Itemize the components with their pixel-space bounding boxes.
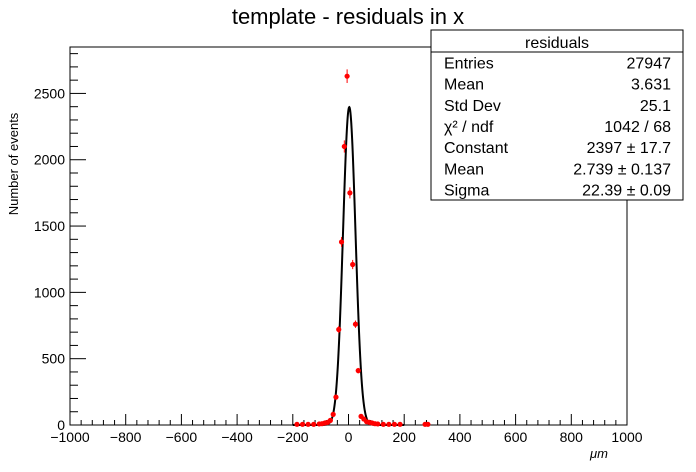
data-point — [338, 237, 345, 247]
marker — [333, 394, 339, 400]
data-point — [330, 411, 336, 417]
y-tick-label: 2000 — [34, 152, 65, 168]
stats-box-title: residuals — [525, 35, 589, 52]
stats-row-value: 2397 ± 17.7 — [587, 140, 672, 157]
data-point — [341, 140, 347, 153]
data-point — [397, 421, 403, 427]
marker — [305, 421, 311, 427]
stats-row-value: 25.1 — [640, 98, 671, 115]
data-point — [347, 187, 353, 199]
stats-row-label: Entries — [444, 56, 494, 73]
chart-title: template - residuals in x — [232, 4, 464, 29]
stats-row-value: 27947 — [627, 56, 672, 73]
data-point — [380, 421, 386, 427]
marker — [375, 421, 381, 427]
data-point — [425, 421, 431, 427]
data-point — [327, 417, 333, 423]
stats-row-value: 3.631 — [631, 77, 671, 94]
marker — [352, 321, 359, 327]
x-tick-label: −1000 — [50, 429, 90, 445]
data-point — [336, 325, 342, 334]
marker — [299, 421, 306, 427]
y-tick-label: 1500 — [34, 218, 65, 234]
marker — [330, 411, 336, 417]
fit-curve — [292, 105, 405, 426]
y-tick-label: 1000 — [34, 284, 65, 300]
data-point — [350, 259, 356, 270]
data-point — [355, 367, 361, 374]
data-points-layer — [294, 69, 431, 427]
y-tick-label: 500 — [42, 351, 66, 367]
x-tick-label: −400 — [221, 429, 253, 445]
stats-box-frame — [430, 29, 684, 201]
marker — [386, 421, 392, 427]
data-point — [311, 421, 317, 427]
x-axis-label: μm — [589, 446, 608, 461]
stats-row-label: Mean — [444, 77, 484, 94]
stats-row-label: Mean — [444, 161, 484, 178]
y-axis-label: Number of events — [6, 112, 21, 215]
stats-row-label: Std Dev — [444, 98, 501, 115]
x-tick-label: 400 — [448, 429, 472, 445]
x-tick-label: 1000 — [611, 429, 642, 445]
stats-box: residuals Entries 27947 Mean 3.631 Std Dev 25.… — [430, 29, 684, 201]
stats-row-label: χ² / ndf — [444, 119, 494, 136]
y-tick-label: 2500 — [34, 85, 65, 101]
axes: −1000 −800 −600 −400 −200 0 200 400 600 800 1000 0 5… — [34, 53, 643, 445]
marker — [327, 417, 333, 423]
stats-row-label: Sigma — [444, 182, 489, 199]
x-tick-label: 0 — [345, 429, 353, 445]
marker — [341, 143, 347, 150]
data-point — [333, 394, 339, 400]
stats-row-value: 1042 / 68 — [604, 119, 671, 136]
x-tick-label: −600 — [166, 429, 198, 445]
marker — [350, 261, 356, 268]
x-tick-label: 800 — [560, 429, 584, 445]
fit-curve-layer — [292, 105, 405, 426]
x-tick-label: −200 — [277, 429, 309, 445]
data-point — [391, 421, 398, 427]
data-point — [386, 421, 392, 427]
y-tick-label: 0 — [57, 417, 65, 433]
marker — [355, 368, 361, 374]
x-tick-label: 200 — [393, 429, 417, 445]
marker — [344, 73, 350, 79]
marker — [397, 421, 403, 427]
x-tick-label: 600 — [504, 429, 528, 445]
marker — [311, 421, 317, 427]
marker — [338, 239, 345, 245]
data-point — [375, 421, 381, 427]
data-point — [294, 421, 300, 427]
data-point — [344, 69, 350, 83]
marker — [391, 421, 398, 427]
x-tick-label: −800 — [110, 429, 142, 445]
stats-row-value: 22.39 ± 0.09 — [582, 182, 671, 199]
marker — [336, 326, 342, 333]
stats-row-value: 2.739 ± 0.137 — [573, 161, 671, 178]
data-point — [352, 320, 359, 328]
data-point — [305, 421, 311, 427]
stats-row-label: Constant — [444, 140, 509, 157]
marker — [380, 421, 386, 427]
marker — [425, 421, 431, 427]
data-point — [299, 421, 306, 427]
marker — [294, 421, 300, 427]
marker — [347, 190, 353, 196]
